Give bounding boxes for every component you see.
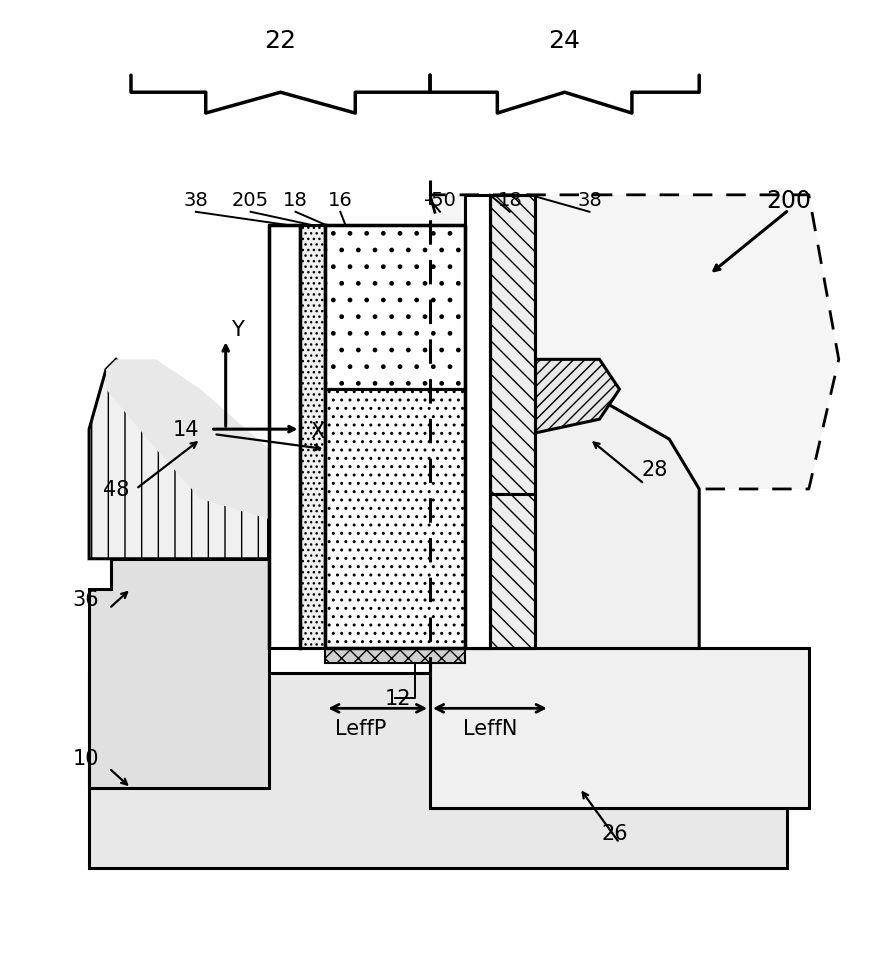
- Bar: [325, 649, 465, 663]
- Polygon shape: [430, 400, 699, 649]
- Bar: [89, 674, 787, 868]
- Text: LeffN: LeffN: [462, 719, 517, 739]
- Polygon shape: [301, 226, 325, 649]
- Text: 10: 10: [72, 748, 99, 768]
- Text: -50: -50: [424, 192, 456, 210]
- Text: 200: 200: [766, 189, 812, 213]
- Text: 12: 12: [385, 689, 411, 709]
- Polygon shape: [430, 195, 839, 649]
- Text: 18: 18: [498, 192, 522, 210]
- Text: 18: 18: [283, 192, 308, 210]
- Text: X: X: [310, 421, 324, 441]
- Polygon shape: [430, 360, 620, 490]
- Bar: [490, 195, 535, 495]
- Polygon shape: [106, 360, 269, 519]
- Text: 36: 36: [72, 589, 99, 609]
- Bar: [430, 649, 809, 808]
- Text: 26: 26: [601, 823, 628, 843]
- Polygon shape: [465, 495, 535, 649]
- Bar: [465, 195, 490, 649]
- Bar: [325, 390, 465, 649]
- Text: LeffP: LeffP: [334, 719, 386, 739]
- Polygon shape: [269, 226, 301, 649]
- Polygon shape: [89, 360, 269, 559]
- Text: 205: 205: [232, 192, 269, 210]
- Bar: [325, 226, 465, 390]
- Text: 16: 16: [328, 192, 353, 210]
- Text: Y: Y: [231, 320, 243, 340]
- Text: 48: 48: [103, 479, 129, 499]
- Text: 14: 14: [172, 419, 199, 439]
- Text: 24: 24: [549, 30, 581, 53]
- Text: 28: 28: [641, 459, 667, 479]
- Polygon shape: [89, 559, 269, 788]
- Text: 38: 38: [183, 192, 208, 210]
- Text: 22: 22: [264, 30, 296, 53]
- Text: 38: 38: [577, 192, 602, 210]
